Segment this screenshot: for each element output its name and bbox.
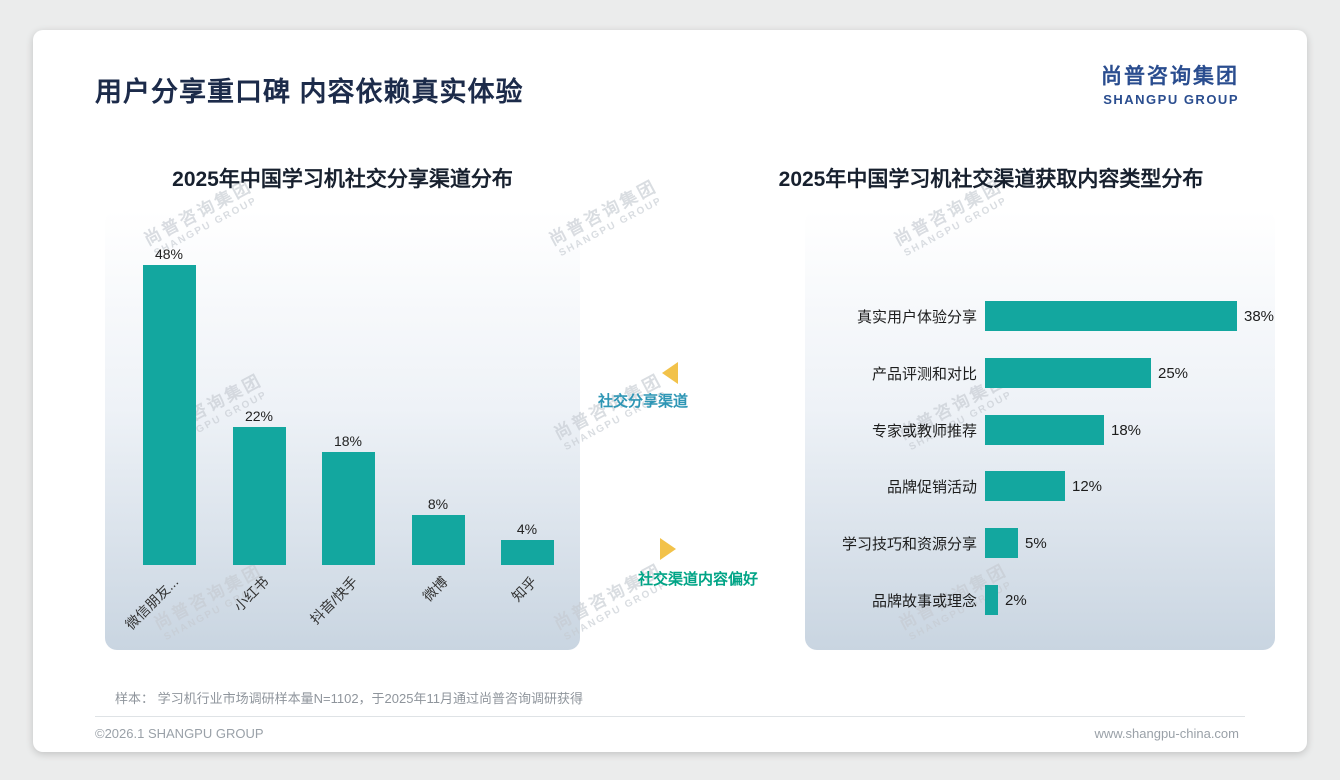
arrow-left-icon xyxy=(662,362,678,384)
left-chart-title: 2025年中国学习机社交分享渠道分布 xyxy=(172,168,513,191)
left-chart-panel: 48% 微信朋友... 22% 小红书 18% 抖音/快手 8% 微博 4% 知乎 xyxy=(105,210,580,650)
slide: 尚普咨询集团 SHANGPU GROUP 尚普咨询集团 SHANGPU GROUP 尚普… xyxy=(33,30,1307,752)
bar-value-label: 38% xyxy=(1244,307,1275,325)
bar xyxy=(412,515,465,565)
bar xyxy=(322,452,375,565)
bar-value-label: 22% xyxy=(244,408,274,424)
content-preference-annotation: 社交渠道内容偏好 xyxy=(637,571,758,588)
hbar-row: 产品评测和对比 25% xyxy=(805,356,1275,390)
right-chart-panel: 真实用户体验分享 38% 产品评测和对比 25% 专家或教师推荐 18% 品牌促销活动 12%… xyxy=(805,210,1275,650)
bar xyxy=(985,358,1151,388)
bar-value-label: 2% xyxy=(1005,591,1027,609)
bar-category-label: 品牌故事或理念 xyxy=(871,592,977,610)
hbar-row: 品牌故事或理念 2% xyxy=(805,583,1275,617)
footer-copyright: ©2026.1 SHANGPU GROUP xyxy=(95,726,264,741)
bar xyxy=(985,528,1018,558)
logo-chinese-name: 尚普咨询集团 xyxy=(1101,65,1239,88)
bar-value-label: 18% xyxy=(333,433,363,449)
bar-category-label: 真实用户体验分享 xyxy=(856,308,977,326)
hbar-row: 专家或教师推荐 18% xyxy=(805,413,1275,447)
bar-category-label: 抖音/快手 xyxy=(307,573,361,628)
bar-category-label: 知乎 xyxy=(508,573,540,605)
bar-category-label: 专家或教师推荐 xyxy=(871,422,977,440)
bar-category-label: 学习技巧和资源分享 xyxy=(841,535,977,553)
footer-divider xyxy=(95,716,1245,717)
bar-value-label: 25% xyxy=(1158,364,1189,382)
hbar-row: 品牌促销活动 12% xyxy=(805,469,1275,503)
hbar-row: 真实用户体验分享 38% xyxy=(805,299,1275,333)
bar xyxy=(143,265,196,565)
page-title: 用户分享重口碑 内容依赖真实体验 xyxy=(95,77,524,107)
bar xyxy=(233,427,286,565)
logo: 尚普咨询集团 SHANGPU GROUP xyxy=(1101,60,1239,107)
bar-value-label: 8% xyxy=(427,496,449,512)
bar xyxy=(501,540,554,565)
share-channel-annotation: 社交分享渠道 xyxy=(597,393,688,410)
arrow-right-icon xyxy=(660,538,676,560)
footer-website: www.shangpu-china.com xyxy=(1094,726,1239,741)
bar xyxy=(985,471,1065,501)
logo-english-name: SHANGPU GROUP xyxy=(1103,92,1239,107)
bar-value-label: 18% xyxy=(1111,421,1142,439)
hbar-row: 学习技巧和资源分享 5% xyxy=(805,526,1275,560)
right-chart-title: 2025年中国学习机社交渠道获取内容类型分布 xyxy=(778,168,1204,191)
bar-value-label: 4% xyxy=(516,521,538,537)
bar-category-label: 微信朋友... xyxy=(122,573,182,633)
bar-category-label: 产品评测和对比 xyxy=(871,365,977,383)
bar-category-label: 小红书 xyxy=(230,573,272,615)
bar xyxy=(985,415,1104,445)
bar-category-label: 微博 xyxy=(419,573,451,605)
bar-value-label: 12% xyxy=(1072,477,1103,495)
bar-value-label: 48% xyxy=(154,246,184,262)
bar-category-label: 品牌促销活动 xyxy=(886,478,977,496)
bar xyxy=(985,301,1237,331)
bar xyxy=(985,585,998,615)
sample-note: 样本： 学习机行业市场调研样本量N=1102，于2025年11月通过尚普咨询调研… xyxy=(115,691,583,706)
bar-value-label: 5% xyxy=(1025,534,1047,552)
